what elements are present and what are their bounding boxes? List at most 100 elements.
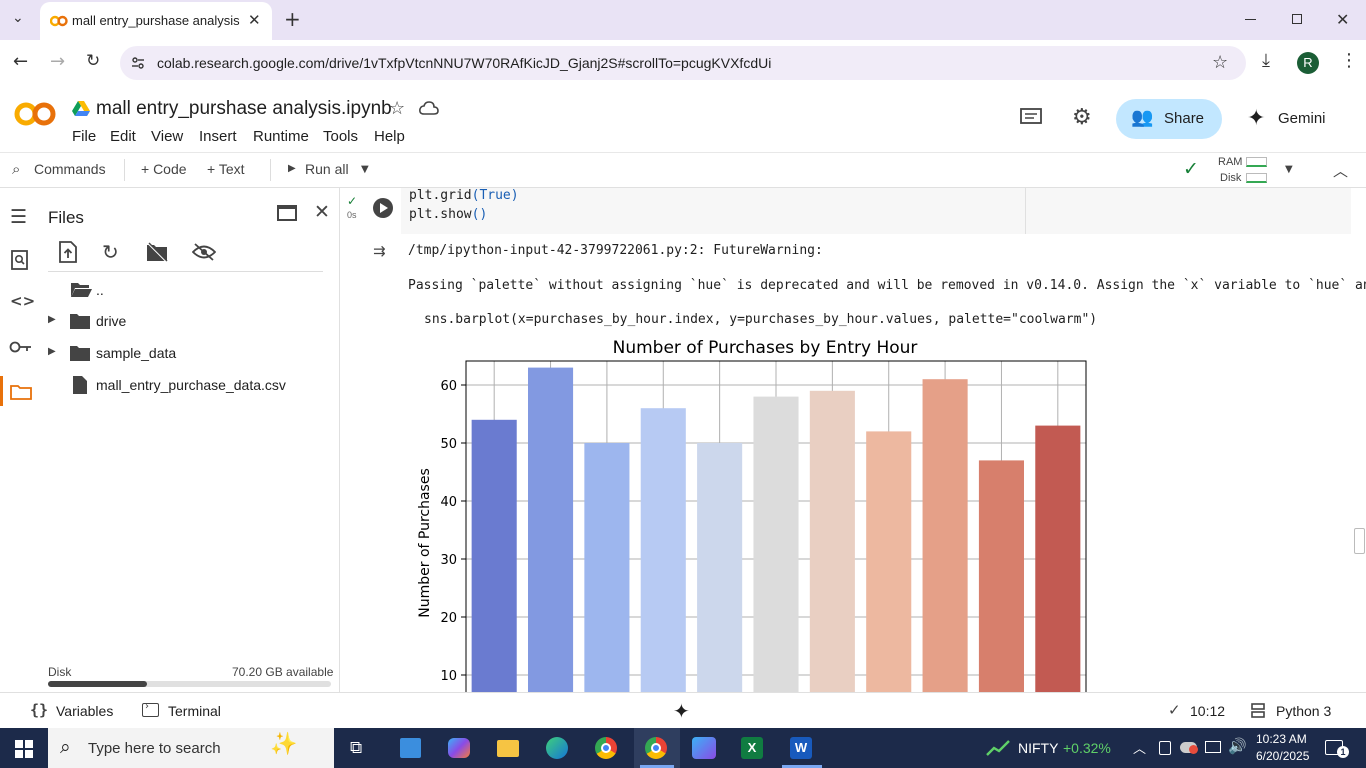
add-code-button[interactable]: + Code: [141, 161, 187, 177]
profile-avatar[interactable]: R: [1297, 52, 1319, 74]
terminal-icon: ›: [142, 701, 159, 717]
edge-browser-icon[interactable]: [546, 737, 568, 759]
menu-file[interactable]: File: [72, 128, 97, 145]
menu-tools[interactable]: Tools: [323, 128, 359, 145]
y-tick-label: 20: [440, 611, 457, 626]
run-cell-button[interactable]: [373, 198, 393, 218]
commands-search-icon: ⌕: [12, 160, 21, 178]
network-icon[interactable]: [1205, 741, 1221, 753]
bar-2: [584, 443, 630, 692]
colab-logo[interactable]: [14, 100, 56, 128]
output-toggle-icon[interactable]: ⇉: [373, 242, 386, 260]
menu-view[interactable]: View: [151, 128, 184, 145]
tab-search-icon[interactable]: ⌄: [12, 10, 24, 26]
open-in-tab-icon[interactable]: [277, 205, 297, 221]
tab-close-icon[interactable]: ✕: [248, 11, 261, 29]
close-panel-icon[interactable]: ✕: [314, 201, 330, 223]
left-rail: ☰ <>: [0, 188, 40, 692]
bar-4: [697, 443, 743, 692]
run-all-button[interactable]: Run all: [305, 161, 349, 177]
excel-app-icon[interactable]: X: [741, 737, 763, 759]
notebook-scrollbar-thumb[interactable]: [1354, 528, 1365, 554]
file-item-csv[interactable]: mall_entry_purchase_data.csv: [40, 370, 330, 400]
gemini-icon[interactable]: ✦: [1247, 106, 1266, 131]
execution-time[interactable]: 10:12: [1190, 703, 1226, 719]
bar-5: [753, 396, 799, 692]
terminal-button[interactable]: Terminal: [168, 703, 221, 719]
clock-date[interactable]: 6/20/2025: [1256, 749, 1310, 763]
copilot-app-icon[interactable]: [448, 738, 470, 758]
commands-button[interactable]: Commands: [34, 161, 106, 177]
word-active-indicator: [782, 765, 822, 768]
task-view-icon[interactable]: ⧉: [350, 738, 363, 758]
cell-divider: [1025, 188, 1026, 234]
chart-container: Number of Purchases by Entry Hour Number…: [401, 332, 1101, 692]
resources-dropdown-icon[interactable]: ▼: [1285, 164, 1293, 175]
browser-menu-icon[interactable]: ⋮: [1340, 50, 1358, 71]
find-icon[interactable]: [11, 250, 29, 270]
cloud-save-icon[interactable]: [419, 101, 439, 115]
menu-help[interactable]: Help: [374, 128, 405, 145]
taskbar-search-box[interactable]: ⌕ Type here to search ✨: [48, 728, 334, 768]
colab-favicon-icon: [49, 14, 68, 27]
windows-start-icon[interactable]: [15, 740, 33, 758]
settings-gear-icon[interactable]: ⚙: [1072, 105, 1092, 130]
add-text-button[interactable]: + Text: [207, 161, 245, 177]
unmount-drive-icon[interactable]: [146, 242, 168, 262]
file-item-drive[interactable]: ▶ drive: [40, 306, 330, 336]
onedrive-icon[interactable]: [1180, 742, 1198, 754]
menu-insert[interactable]: Insert: [199, 128, 237, 145]
code-cell-editor[interactable]: plt.grid(True) plt.show(): [401, 188, 1351, 234]
nifty-label[interactable]: NIFTY: [1018, 740, 1059, 756]
reload-icon[interactable]: ↻: [86, 51, 101, 71]
back-icon[interactable]: ←: [13, 51, 29, 72]
notebook-title[interactable]: mall entry_purshase analysis.ipynb: [96, 98, 392, 119]
secrets-key-icon[interactable]: [9, 340, 33, 354]
download-icon[interactable]: ⤓: [1262, 50, 1270, 71]
word-app-icon[interactable]: W: [790, 737, 812, 759]
expand-arrow-icon[interactable]: ▶: [48, 346, 56, 357]
share-button[interactable]: 👥 Share: [1116, 99, 1222, 139]
clock-time[interactable]: 10:23 AM: [1256, 732, 1307, 746]
hide-hidden-files-icon[interactable]: [191, 243, 217, 261]
volume-icon[interactable]: 🔊: [1228, 737, 1247, 755]
m365-app-icon[interactable]: [692, 737, 716, 759]
file-explorer-icon[interactable]: [497, 740, 519, 757]
restore-icon[interactable]: [1292, 14, 1302, 24]
table-of-contents-icon[interactable]: ☰: [10, 206, 28, 228]
window-close-icon[interactable]: ✕: [1336, 10, 1350, 29]
file-item-parent[interactable]: ..: [40, 275, 330, 305]
meet-icon[interactable]: [1159, 741, 1171, 755]
kernel-label[interactable]: Python 3: [1276, 703, 1332, 719]
upload-file-icon[interactable]: [59, 241, 77, 263]
forward-icon[interactable]: →: [50, 51, 66, 72]
menu-edit[interactable]: Edit: [110, 128, 136, 145]
menu-runtime[interactable]: Runtime: [253, 128, 309, 145]
files-folder-icon[interactable]: [10, 384, 32, 400]
bar-0: [471, 419, 517, 692]
star-icon[interactable]: ☆: [389, 98, 406, 119]
minimize-icon[interactable]: [1245, 19, 1256, 20]
chrome-icon[interactable]: [595, 737, 617, 759]
variables-button[interactable]: Variables: [56, 703, 114, 719]
y-tick-label: 10: [440, 669, 457, 684]
bookmark-star-icon[interactable]: ☆: [1212, 52, 1229, 73]
gemini-star-icon[interactable]: ✦: [673, 699, 690, 723]
comments-icon[interactable]: [1020, 108, 1042, 126]
new-tab-icon[interactable]: +: [284, 7, 301, 31]
code-snippets-icon[interactable]: <>: [10, 292, 36, 310]
file-item-sample-data[interactable]: ▶ sample_data: [40, 338, 330, 368]
show-hidden-icons-icon[interactable]: ︿: [1133, 742, 1147, 757]
site-info-icon[interactable]: [131, 56, 145, 70]
browser-tab[interactable]: mall entry_purshase analysis.ipy ✕: [40, 2, 272, 40]
code-fn: plt.grid: [409, 188, 472, 203]
chart-bars: [471, 367, 1081, 692]
refresh-icon[interactable]: ↻: [102, 240, 119, 264]
expand-arrow-icon[interactable]: ▶: [48, 314, 56, 325]
store-app-icon[interactable]: [400, 738, 421, 758]
collapse-header-icon[interactable]: ︿: [1333, 162, 1349, 180]
run-all-dropdown-icon[interactable]: ▼: [361, 164, 369, 175]
gemini-label[interactable]: Gemini: [1278, 110, 1326, 127]
chrome-profile-active-icon[interactable]: [634, 728, 680, 768]
omnibox[interactable]: colab.research.google.com/drive/1vTxfpVt…: [120, 46, 1246, 80]
